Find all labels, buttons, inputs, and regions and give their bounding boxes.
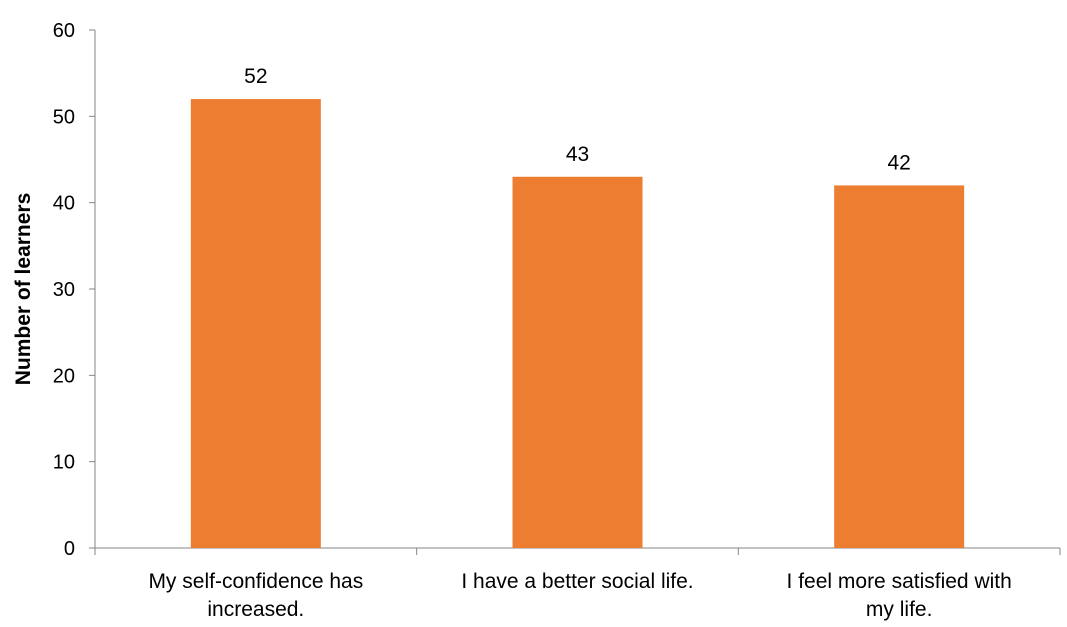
bar: [834, 185, 965, 548]
x-category-label: My self-confidence has increased.: [148, 570, 363, 621]
y-tick-label: 60: [53, 20, 75, 42]
y-axis-title: Number of learners: [12, 193, 35, 386]
y-tick-label: 10: [53, 452, 75, 474]
x-category-labels: My self-confidence has increased. I have a…: [148, 570, 1011, 621]
data-label: 52: [244, 65, 267, 88]
bar: [190, 99, 321, 549]
y-tick-label: 50: [53, 106, 75, 128]
y-tick-label: 30: [53, 279, 75, 301]
y-axis-title-group: Number of learners: [12, 193, 35, 386]
bar: [512, 176, 643, 548]
bars: [190, 99, 965, 549]
y-tick-label: 0: [64, 538, 75, 560]
y-tick-label: 40: [53, 193, 75, 215]
data-label: 43: [566, 143, 589, 166]
data-labels: 52 43 42: [244, 65, 911, 174]
x-category-label: I have a better social life.: [461, 570, 693, 593]
data-label: 42: [887, 151, 910, 174]
y-tick-labels: 0 10 20 30 40 50 60: [53, 20, 75, 560]
x-category-label: I feel more satisfied with my life.: [787, 570, 1012, 621]
y-tick-label: 20: [53, 365, 75, 387]
